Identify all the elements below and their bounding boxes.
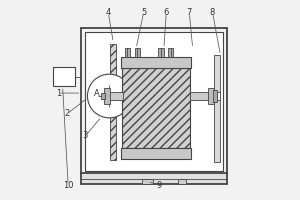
Bar: [110, 44, 116, 160]
Bar: [217, 92, 220, 100]
Text: 2: 2: [64, 109, 70, 118]
Bar: [213, 90, 217, 102]
Bar: [168, 48, 173, 57]
Bar: [104, 88, 110, 104]
Bar: [134, 48, 140, 57]
Bar: [158, 48, 164, 57]
Bar: [121, 148, 191, 159]
Bar: [82, 28, 227, 174]
Text: 1: 1: [56, 89, 61, 98]
Bar: [108, 92, 123, 100]
Text: 10: 10: [63, 181, 74, 190]
Text: 4: 4: [106, 8, 111, 17]
Circle shape: [87, 74, 131, 118]
Bar: [214, 55, 220, 162]
Bar: [121, 57, 191, 68]
Bar: [124, 48, 130, 57]
Text: 6: 6: [164, 8, 169, 17]
Circle shape: [107, 94, 111, 98]
Text: A: A: [94, 89, 100, 98]
Text: 3: 3: [83, 131, 88, 140]
Text: 8: 8: [210, 8, 215, 17]
Bar: [82, 173, 227, 184]
Bar: [178, 179, 186, 184]
Text: 9: 9: [157, 181, 162, 190]
Bar: [122, 68, 190, 148]
Bar: [208, 88, 214, 104]
Text: 5: 5: [141, 8, 146, 17]
Text: 7: 7: [187, 8, 192, 17]
Bar: [101, 93, 104, 99]
Bar: [142, 179, 153, 184]
Bar: [190, 92, 211, 100]
Bar: [53, 67, 74, 86]
Bar: [85, 32, 224, 171]
